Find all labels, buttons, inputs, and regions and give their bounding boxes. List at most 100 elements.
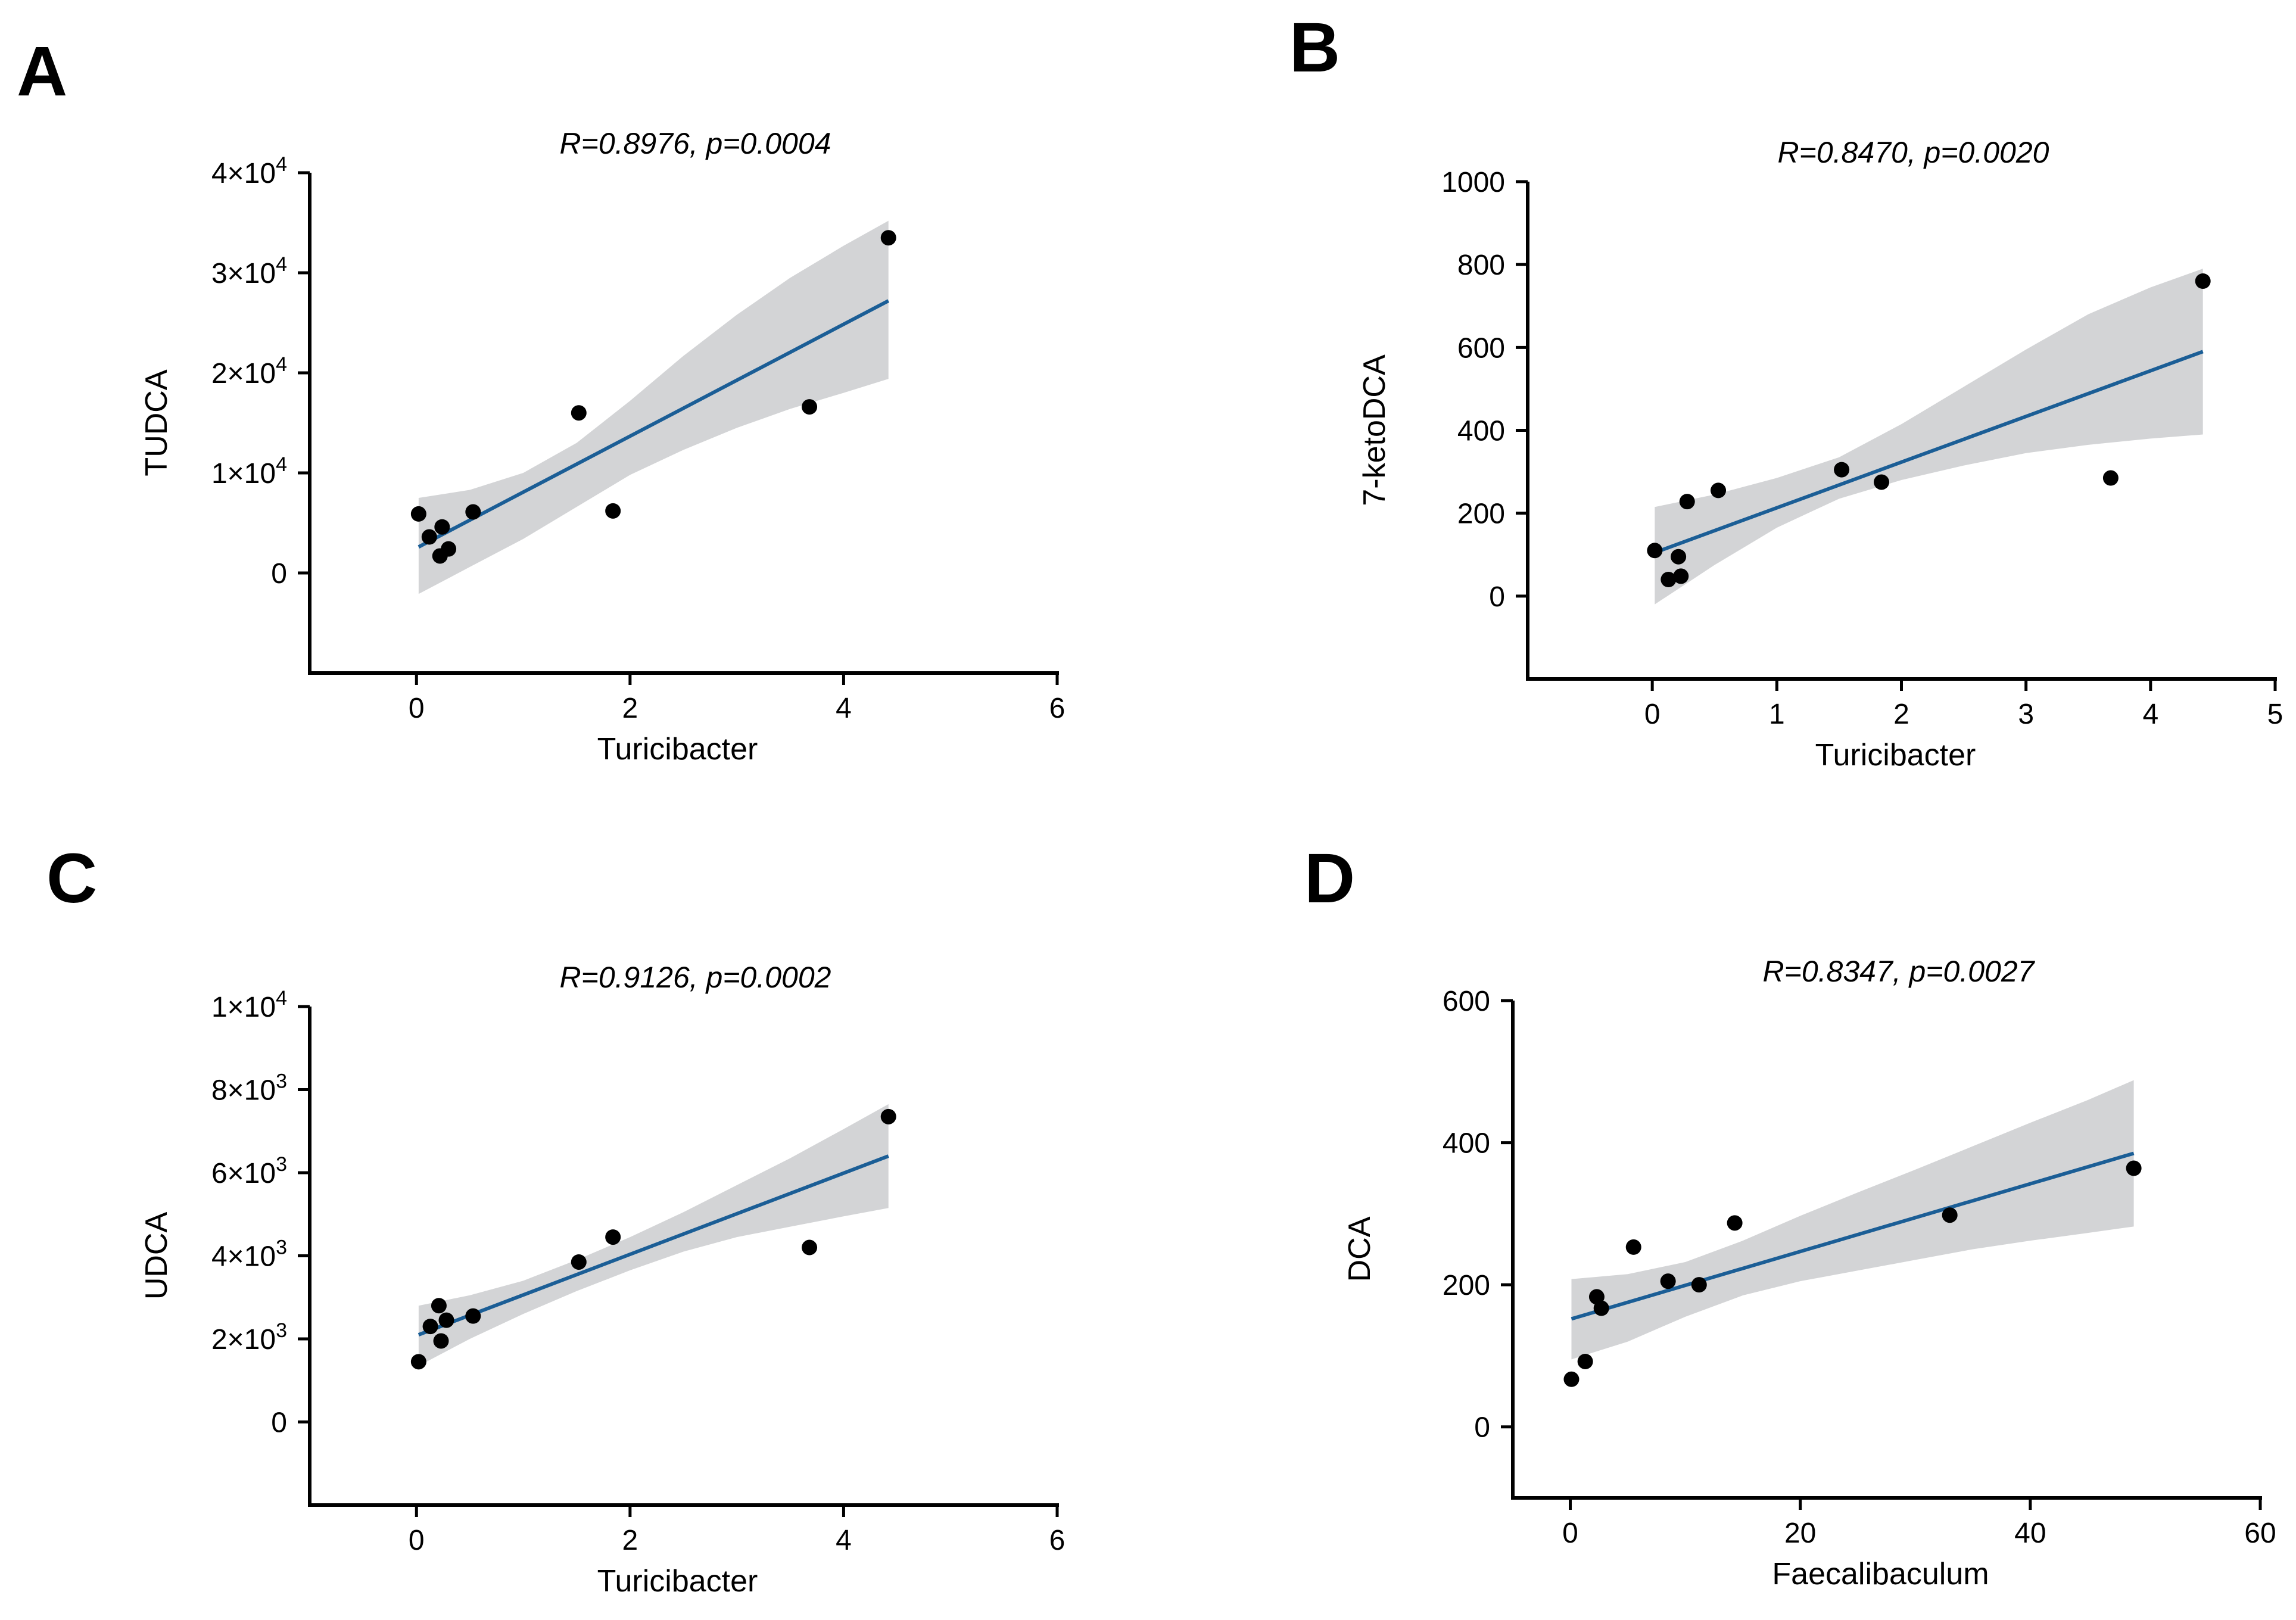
correlation-stat: R=0.9126, p=0.0002 (560, 961, 831, 994)
x-axis-label: Turicibacter (1815, 738, 1976, 772)
x-tick-label: 3 (2018, 699, 2034, 730)
y-tick-base: 4×10 (211, 158, 276, 189)
data-point (605, 1229, 621, 1245)
x-axis-label: Faecalibaculum (1772, 1557, 1989, 1591)
y-axis-label: 7-ketoDCA (1357, 354, 1392, 506)
y-tick-label: 1×104 (211, 453, 287, 490)
data-point (880, 230, 896, 246)
data-point (605, 503, 621, 519)
y-tick-base: 4×10 (211, 1241, 276, 1273)
y-tick-base: 2×10 (211, 358, 276, 390)
y-tick-base: 8×10 (211, 1075, 276, 1107)
data-point (431, 1298, 447, 1314)
x-tick-label: 6 (1049, 693, 1066, 724)
x-tick-label: 4 (836, 1525, 852, 1556)
y-tick-label: 200 (1457, 499, 1505, 530)
confidence-band (1571, 1080, 2134, 1360)
data-point (421, 529, 437, 545)
x-tick-label: 4 (836, 693, 852, 724)
data-point (1679, 494, 1695, 510)
x-axis-label: Turicibacter (597, 1564, 758, 1599)
y-tick-label: 6×103 (211, 1153, 287, 1189)
y-tick-label: 0 (1474, 1412, 1490, 1444)
y-tick-exponent: 4 (276, 353, 287, 376)
y-tick-exponent: 3 (276, 1153, 287, 1176)
x-tick-label: 2 (622, 693, 638, 724)
y-axis-label: TUDCA (139, 369, 174, 476)
regression-line (418, 299, 890, 549)
x-tick-label: 4 (2142, 699, 2158, 730)
panel-c: C0 2 4 602×1034×1036×1038×1031×104R=0.9126,… (46, 839, 1065, 1599)
y-tick-base: 1×10 (211, 992, 276, 1023)
y-tick-exponent: 3 (276, 1236, 287, 1259)
data-point (1711, 482, 1727, 499)
y-tick-label: 8×103 (211, 1070, 287, 1107)
panel-letter: A (17, 32, 67, 111)
data-point (571, 1254, 587, 1270)
data-point (434, 519, 450, 535)
data-point (1874, 474, 1890, 490)
x-tick-label: 0 (1644, 699, 1661, 730)
x-tick-label: 5 (2267, 699, 2283, 730)
y-tick-base: 3×10 (211, 258, 276, 289)
x-tick-label: 2 (1893, 699, 1909, 730)
data-point (571, 405, 587, 421)
y-tick-base: 0 (1489, 581, 1505, 613)
data-point (438, 1312, 454, 1328)
data-point (1625, 1239, 1641, 1255)
data-point (1834, 462, 1850, 478)
y-tick-base: 200 (1457, 499, 1505, 530)
y-tick-exponent: 4 (276, 453, 287, 476)
data-point (410, 506, 426, 522)
data-point (1577, 1353, 1593, 1369)
x-tick-label: 20 (1784, 1518, 1816, 1549)
data-point (2126, 1160, 2142, 1176)
confidence-band (1655, 269, 2203, 605)
y-tick-label: 800 (1457, 250, 1505, 281)
x-axis-label: Turicibacter (597, 732, 758, 767)
data-point (410, 1354, 426, 1370)
y-tick-label: 600 (1457, 332, 1505, 364)
y-tick-exponent: 3 (276, 1070, 287, 1093)
data-point (1673, 568, 1689, 584)
y-tick-base: 600 (1443, 986, 1490, 1017)
y-tick-label: 400 (1457, 416, 1505, 447)
correlation-stat: R=0.8347, p=0.0027 (1763, 955, 2036, 988)
y-tick-label: 3×104 (211, 253, 287, 289)
data-point (1563, 1371, 1580, 1387)
y-tick-label: 1×104 (211, 987, 287, 1023)
y-tick-label: 2×103 (211, 1319, 287, 1356)
y-tick-exponent: 3 (276, 1319, 287, 1342)
y-tick-label: 600 (1443, 986, 1490, 1017)
y-tick-label: 0 (1489, 581, 1505, 613)
data-point (465, 1308, 481, 1324)
y-tick-label: 0 (271, 1407, 287, 1439)
data-point (433, 1333, 449, 1349)
x-tick-label: 60 (2244, 1518, 2276, 1549)
y-tick-label: 2×104 (211, 353, 287, 390)
data-point (1727, 1215, 1743, 1231)
confidence-band (418, 220, 889, 594)
x-tick-label: 0 (409, 693, 425, 724)
data-point (2102, 470, 2119, 486)
y-tick-base: 400 (1443, 1128, 1490, 1160)
x-tick-label: 0 (409, 1525, 425, 1556)
y-tick-label: 400 (1443, 1128, 1490, 1160)
data-point (802, 399, 818, 415)
y-tick-exponent: 4 (276, 253, 287, 276)
y-tick-exponent: 4 (276, 153, 287, 176)
data-point (441, 541, 457, 557)
x-tick-label: 0 (1562, 1518, 1578, 1549)
y-tick-label: 4×104 (211, 153, 287, 189)
data-point (1691, 1277, 1707, 1293)
y-tick-base: 6×10 (211, 1158, 276, 1189)
y-tick-base: 0 (1474, 1412, 1490, 1444)
y-tick-base: 600 (1457, 332, 1505, 364)
data-point (880, 1108, 896, 1124)
data-point (1942, 1207, 1958, 1223)
confidence-band (418, 1104, 889, 1366)
x-tick-label: 2 (622, 1525, 638, 1556)
